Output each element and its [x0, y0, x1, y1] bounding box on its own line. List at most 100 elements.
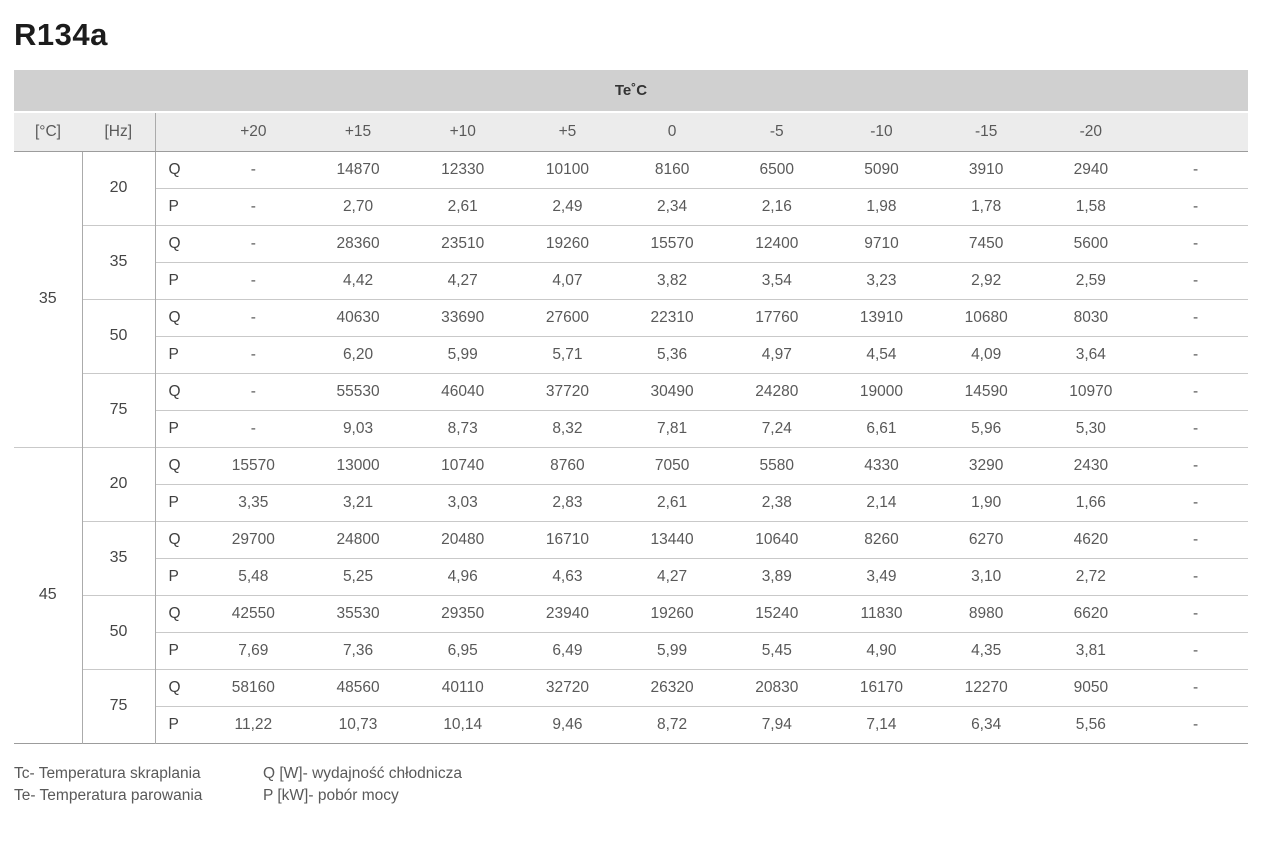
- p-value-cell: 10,73: [305, 705, 411, 743]
- p-value-cell: 4,27: [619, 557, 725, 595]
- q-value-cell: 27600: [515, 298, 620, 336]
- hz-value-cell: 35: [82, 520, 156, 595]
- q-value-cell: 5090: [829, 150, 934, 188]
- q-value-cell: 16710: [515, 520, 620, 558]
- p-value-cell: 5,71: [515, 335, 620, 373]
- q-value-cell: 5580: [724, 446, 830, 484]
- hz-unit-header: [Hz]: [82, 112, 155, 152]
- q-value-cell: -: [1143, 446, 1248, 484]
- q-value-cell: 33690: [410, 298, 516, 336]
- p-value-cell: 7,36: [305, 631, 411, 669]
- te-header-row: Te˚C: [14, 70, 1248, 113]
- q-value-cell: 13910: [829, 298, 934, 336]
- q-value-cell: 40630: [305, 298, 411, 336]
- q-value-cell: -: [201, 224, 306, 262]
- q-value-cell: -: [201, 150, 306, 188]
- q-value-cell: 2430: [1038, 446, 1144, 484]
- q-value-cell: 13000: [305, 446, 411, 484]
- q-value-cell: 29350: [410, 594, 516, 632]
- p-value-cell: 8,73: [410, 409, 516, 447]
- legend-p: P [kW]- pobór mocy: [263, 786, 399, 804]
- p-value-cell: 3,23: [829, 261, 934, 299]
- p-label-cell: P: [155, 705, 201, 743]
- table-body: 35 20 Q -14870 12330 10100 8160 6500 5090 3910 294…: [14, 150, 1248, 743]
- q-value-cell: -: [1143, 150, 1248, 188]
- p-value-cell: 5,25: [305, 557, 411, 595]
- q-row: 35 20 Q -14870 12330 10100 8160 6500 5090 3910 294…: [14, 150, 1248, 447]
- p-value-cell: 1,98: [829, 187, 934, 225]
- p-value-cell: 4,97: [724, 335, 830, 373]
- q-row: 75 Q 58160 48560 40110 32720 26320 20830 16170 12…: [14, 668, 1248, 743]
- p-value-cell: 5,96: [933, 409, 1039, 447]
- q-value-cell: 35530: [305, 594, 411, 632]
- p-value-cell: 6,49: [515, 631, 620, 669]
- p-value-cell: -: [1143, 483, 1248, 521]
- te-col-header: +20: [201, 112, 306, 152]
- p-value-cell: 8,72: [619, 705, 725, 743]
- q-value-cell: 13440: [619, 520, 725, 558]
- p-value-cell: 3,35: [201, 483, 306, 521]
- te-col-header: -5: [724, 112, 830, 152]
- q-value-cell: 10640: [724, 520, 830, 558]
- p-value-cell: 2,14: [829, 483, 934, 521]
- p-value-cell: 4,54: [829, 335, 934, 373]
- p-value-cell: 1,90: [933, 483, 1039, 521]
- q-value-cell: 20830: [724, 668, 830, 706]
- p-value-cell: 7,24: [724, 409, 830, 447]
- te-col-header: +15: [305, 112, 411, 152]
- p-value-cell: 7,69: [201, 631, 306, 669]
- q-value-cell: 55530: [305, 372, 411, 410]
- p-value-cell: 8,32: [515, 409, 620, 447]
- p-label-cell: P: [155, 187, 201, 225]
- p-value-cell: -: [201, 335, 306, 373]
- p-row: P 7,69 7,36 6,95 6,49 5,99 5,45 4,90 4,35 3,81-: [14, 631, 1248, 669]
- q-value-cell: 2940: [1038, 150, 1144, 188]
- p-row: P -6,20 5,99 5,71 5,36 4,97 4,54 4,09 3,64-: [14, 335, 1248, 373]
- q-label-cell: Q: [155, 298, 201, 336]
- q-label-cell: Q: [155, 520, 201, 558]
- p-value-cell: -: [201, 261, 306, 299]
- q-label-cell: Q: [155, 372, 201, 410]
- q-value-cell: 6270: [933, 520, 1039, 558]
- q-value-cell: 29700: [201, 520, 306, 558]
- q-value-cell: 15570: [619, 224, 725, 262]
- q-value-cell: 28360: [305, 224, 411, 262]
- q-value-cell: 4620: [1038, 520, 1144, 558]
- q-value-cell: 16170: [829, 668, 934, 706]
- p-value-cell: 11,22: [201, 705, 306, 743]
- te-col-header: -20: [1038, 112, 1144, 152]
- q-value-cell: -: [201, 298, 306, 336]
- q-label-cell: Q: [155, 150, 201, 188]
- q-value-cell: 8160: [619, 150, 725, 188]
- q-value-cell: 7450: [933, 224, 1039, 262]
- q-value-cell: 8260: [829, 520, 934, 558]
- p-value-cell: 5,56: [1038, 705, 1144, 743]
- q-label-cell: Q: [155, 224, 201, 262]
- p-value-cell: -: [1143, 187, 1248, 225]
- p-value-cell: 3,82: [619, 261, 725, 299]
- q-value-cell: 24800: [305, 520, 411, 558]
- p-value-cell: 2,92: [933, 261, 1039, 299]
- q-value-cell: 9050: [1038, 668, 1144, 706]
- hz-value-cell: 75: [82, 668, 156, 743]
- legend-q: Q [W]- wydajność chłodnicza: [263, 764, 462, 782]
- p-value-cell: -: [1143, 631, 1248, 669]
- q-value-cell: 46040: [410, 372, 516, 410]
- tc-unit-header: [°C]: [14, 112, 82, 152]
- qp-label-header: [154, 112, 201, 152]
- p-row: P 11,22 10,73 10,14 9,46 8,72 7,94 7,14 6,34 5,56…: [14, 705, 1248, 743]
- q-value-cell: 23510: [410, 224, 516, 262]
- p-row: P -2,70 2,61 2,49 2,34 2,16 1,98 1,78 1,58-: [14, 187, 1248, 225]
- p-value-cell: -: [201, 409, 306, 447]
- table-header: Te˚C [°C] [Hz] +20 +15 +10 +5 0 -5 -10 -15 -20: [14, 70, 1248, 152]
- p-row: P -4,42 4,27 4,07 3,82 3,54 3,23 2,92 2,59-: [14, 261, 1248, 299]
- p-value-cell: 2,83: [515, 483, 620, 521]
- p-value-cell: 2,72: [1038, 557, 1144, 595]
- hz-value-cell: 20: [82, 446, 156, 521]
- p-value-cell: 5,48: [201, 557, 306, 595]
- p-row: P 3,35 3,21 3,03 2,83 2,61 2,38 2,14 1,90 1,66-: [14, 483, 1248, 521]
- p-value-cell: 4,63: [515, 557, 620, 595]
- p-value-cell: 5,45: [724, 631, 830, 669]
- q-value-cell: 19260: [515, 224, 620, 262]
- p-value-cell: 7,81: [619, 409, 725, 447]
